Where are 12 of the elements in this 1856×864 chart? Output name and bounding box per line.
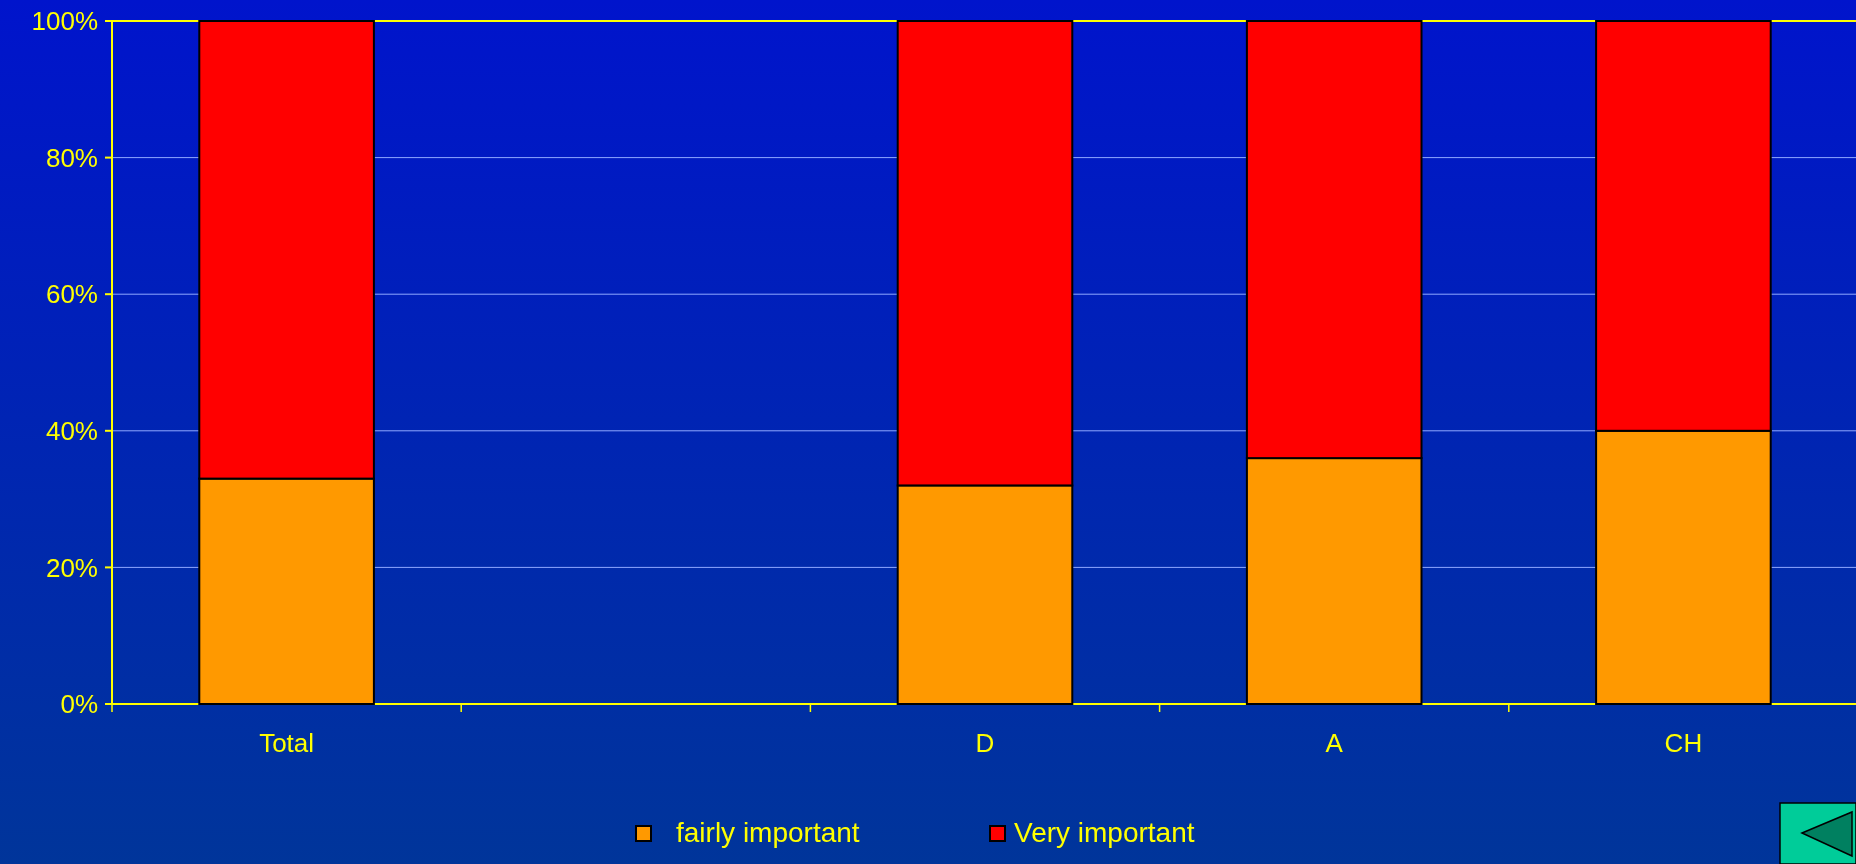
y-tick-label: 20% [45,552,98,583]
y-tick-label: 100% [31,6,98,37]
legend-label: Very important [1014,817,1195,848]
y-tick-label: 80% [45,142,98,173]
y-tick-label: 0% [60,689,98,720]
x-tick-label: A [1325,728,1344,758]
legend-label: fairly important [676,817,860,848]
y-tick-label: 60% [45,279,98,310]
x-tick-label: Total [259,728,315,758]
x-tick-label: CH [1664,728,1703,758]
x-tick-label: D [975,728,995,758]
y-tick-label: 40% [45,415,98,446]
